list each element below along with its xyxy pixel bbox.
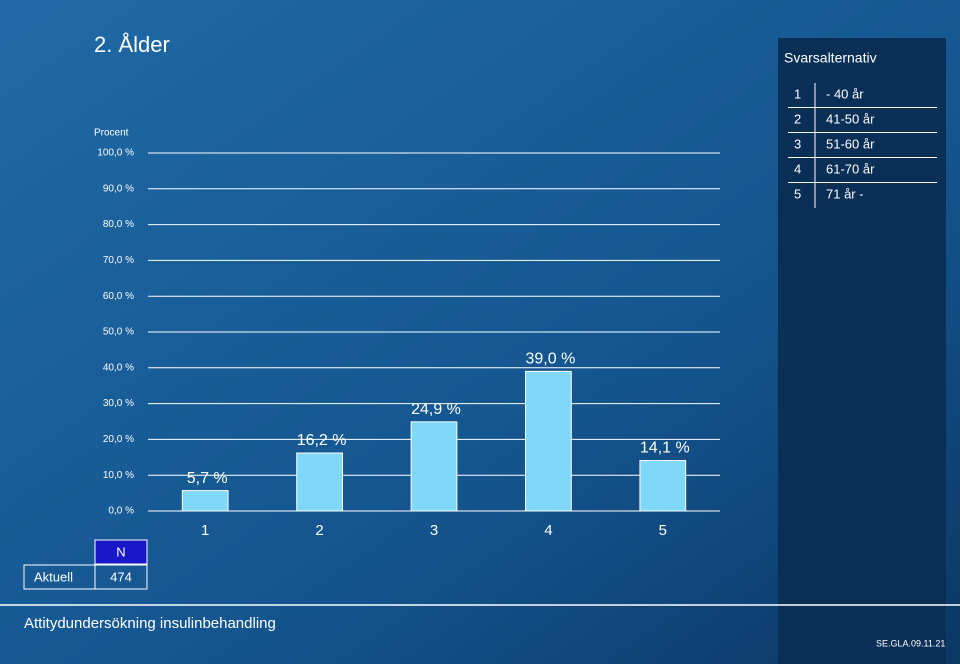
y-tick-label: 100,0 %	[97, 148, 134, 159]
n-value-cell	[94, 564, 148, 590]
y-tick-label: 70,0 %	[103, 255, 134, 266]
value-label: 14,1 %	[640, 440, 690, 457]
y-tick-label: 60,0 %	[103, 291, 134, 302]
option-label: 61-70 år	[826, 161, 875, 176]
x-tick-label: 5	[659, 522, 667, 539]
option-label: 51-60 år	[826, 136, 875, 151]
option-label: 71 år -	[826, 186, 864, 201]
title: 2. Ålder	[94, 32, 170, 57]
y-tick-label: 30,0 %	[103, 398, 134, 409]
n-header: N	[116, 544, 125, 559]
y-axis-label: Procent	[94, 128, 129, 139]
option-number: 1	[794, 86, 801, 101]
option-label: - 40 år	[826, 86, 864, 101]
bar	[639, 460, 687, 512]
y-tick-label: 90,0 %	[103, 183, 134, 194]
x-tick-label: 3	[430, 522, 438, 539]
legend-title: Svarsalternativ	[784, 50, 877, 66]
y-tick-label: 80,0 %	[103, 219, 134, 230]
option-number: 2	[794, 111, 801, 126]
bar	[296, 452, 343, 512]
n-value: 474	[110, 569, 132, 584]
y-tick-label: 40,0 %	[103, 362, 134, 373]
y-tick-label: 50,0 %	[103, 327, 134, 338]
bar	[181, 490, 229, 512]
legend-panel	[778, 38, 946, 664]
x-tick-label: 4	[544, 522, 552, 539]
option-label: 41-50 år	[826, 111, 875, 126]
y-tick-label: 0,0 %	[108, 506, 134, 517]
y-tick-label: 20,0 %	[103, 434, 134, 445]
bar	[410, 421, 458, 512]
option-number: 4	[794, 161, 801, 176]
n-row-label: Aktuell	[34, 569, 73, 584]
value-label: 16,2 %	[297, 432, 347, 449]
option-number: 3	[794, 136, 801, 151]
x-tick-label: 2	[315, 522, 323, 539]
value-label: 5,7 %	[187, 470, 228, 487]
bar	[525, 370, 572, 512]
value-label: 39,0 %	[525, 351, 575, 368]
n-header-cell	[94, 539, 148, 565]
y-tick-label: 10,0 %	[103, 470, 134, 481]
x-tick-label: 1	[201, 522, 209, 539]
option-number: 5	[794, 186, 801, 201]
value-label: 24,9 %	[411, 401, 461, 418]
footer-text: Attitydundersökning insulinbehandling	[24, 615, 276, 632]
footer-code: SE.GLA.09.11.21	[876, 638, 945, 648]
